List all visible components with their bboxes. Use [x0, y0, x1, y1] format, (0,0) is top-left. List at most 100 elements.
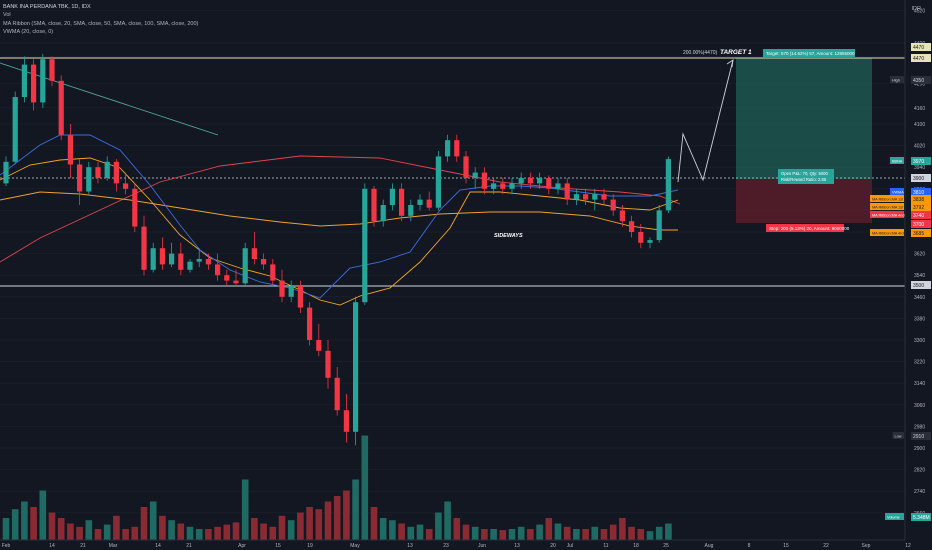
x-tick-label: 25 [663, 543, 669, 549]
volume-bar [30, 507, 37, 540]
candle-body [491, 183, 497, 189]
x-tick-label: 15 [783, 543, 789, 549]
x-tick-label: 14 [49, 543, 55, 549]
y-axis: 4600452044004350425041604100402039403860… [904, 0, 925, 540]
candle-body [573, 194, 579, 200]
volume-bar [462, 524, 470, 540]
candle-body [647, 240, 653, 243]
legend-ma-ribbon[interactable]: MA Ribbon (SMA, close, 20, SMA, close, 5… [3, 20, 199, 27]
axis-tag-label-bg [890, 188, 904, 195]
volume-bar [149, 501, 157, 540]
candle-body [159, 248, 165, 265]
candle-body [196, 259, 202, 262]
axis-tag-value: 3838 [913, 197, 924, 203]
ma-orange-line [0, 191, 678, 231]
x-tick-label: 21 [186, 543, 192, 549]
volume-bar [591, 526, 599, 540]
candle-body [132, 188, 138, 227]
volume-bar [444, 501, 451, 540]
volume-bar [499, 530, 507, 540]
volume-bar [600, 529, 608, 540]
candle-body [399, 188, 405, 216]
y-tick-label: 4100 [914, 122, 925, 128]
volume-bar [545, 518, 553, 540]
volume-bar [11, 509, 19, 540]
trend-line[interactable] [0, 62, 219, 136]
x-tick-label: 12 [905, 543, 911, 549]
axis-tag-value-bg [911, 203, 931, 211]
candle-body [123, 183, 129, 189]
y-tick-label: 3140 [914, 381, 925, 387]
volume-bar [637, 529, 645, 540]
y-tick-label: 3300 [914, 338, 925, 344]
volume-bar [563, 526, 571, 540]
candle-body [343, 410, 349, 432]
axis-tag-label: High [892, 79, 900, 83]
volume-bar [490, 529, 497, 540]
volume-bar [232, 522, 240, 540]
candle-body [638, 232, 644, 243]
axis-tag-value-bg [911, 281, 931, 289]
candle-body [601, 194, 607, 200]
volume-bar [113, 515, 120, 540]
candle-body [380, 205, 386, 222]
axis-tag-label-bg [890, 76, 904, 83]
y-tick-label: 2980 [914, 424, 925, 430]
axis-tag-value: 3700 [913, 222, 924, 228]
moving-averages [0, 134, 681, 306]
volume-bar [85, 520, 93, 540]
candle-body [408, 205, 414, 216]
candle-body [619, 210, 625, 222]
candle-body [3, 161, 9, 184]
axis-tag-value: 3900 [913, 176, 924, 182]
candle-body [288, 286, 294, 297]
y-tick-label: 3620 [914, 252, 925, 258]
projection-boxes [736, 58, 872, 223]
candle-body [251, 248, 257, 259]
candle-body [31, 64, 37, 103]
chart-title: BANK INA PERDANA TBK, 1D, IDX [3, 4, 91, 10]
axis-tag-label-bg [870, 229, 904, 236]
candle-body [224, 275, 230, 281]
candle-body [325, 350, 331, 378]
volume-bar [517, 526, 525, 540]
candle-body [21, 64, 27, 97]
target-zone[interactable] [736, 58, 872, 179]
volume-bar [416, 524, 424, 540]
axis-tags: 4470 4470 High 4350 BBNA 3970 3900 VWMA 3810 MA R… [870, 43, 931, 521]
candle-body [279, 280, 285, 297]
volume-bar [407, 526, 415, 540]
volume-bar [471, 526, 479, 540]
axis-tag-value-bg [911, 54, 931, 62]
candle-body [77, 164, 83, 192]
volume-bar [389, 520, 396, 540]
chart-legend: BANK INA PERDANA TBK, 1D, IDX Vol MA Rib… [3, 3, 198, 37]
legend-vol[interactable]: Vol [3, 12, 11, 19]
candle-body [67, 134, 73, 165]
target-badge-bg [763, 49, 855, 57]
candle-body [316, 340, 322, 351]
ma-red-line [0, 155, 681, 263]
y-tick-label: 3540 [914, 273, 925, 279]
candle-body [270, 264, 276, 281]
candle-body [665, 159, 671, 211]
volume-bar [48, 512, 56, 540]
candle-body [454, 140, 460, 157]
volume-bar [379, 518, 387, 540]
candle-body [40, 59, 46, 103]
y-tick-label: 3460 [914, 295, 925, 301]
legend-vwma[interactable]: VWMA (20, close, 0) [3, 29, 54, 36]
x-tick-label: 8 [748, 543, 751, 549]
volume-bar [306, 507, 313, 540]
volume-bar [140, 507, 148, 540]
pnl-line1: Open P&L: 70, Qty: 5000 [781, 171, 828, 176]
axis-tag-value: 3500 [913, 283, 924, 289]
axis-tag-value-bg [911, 211, 931, 219]
stop-zone[interactable] [736, 179, 872, 223]
projection-path[interactable] [677, 59, 734, 183]
volume-bar [425, 529, 433, 540]
volume-bar [609, 524, 617, 540]
axis-tag-label: Low [895, 435, 902, 439]
volume-bar [655, 526, 663, 540]
